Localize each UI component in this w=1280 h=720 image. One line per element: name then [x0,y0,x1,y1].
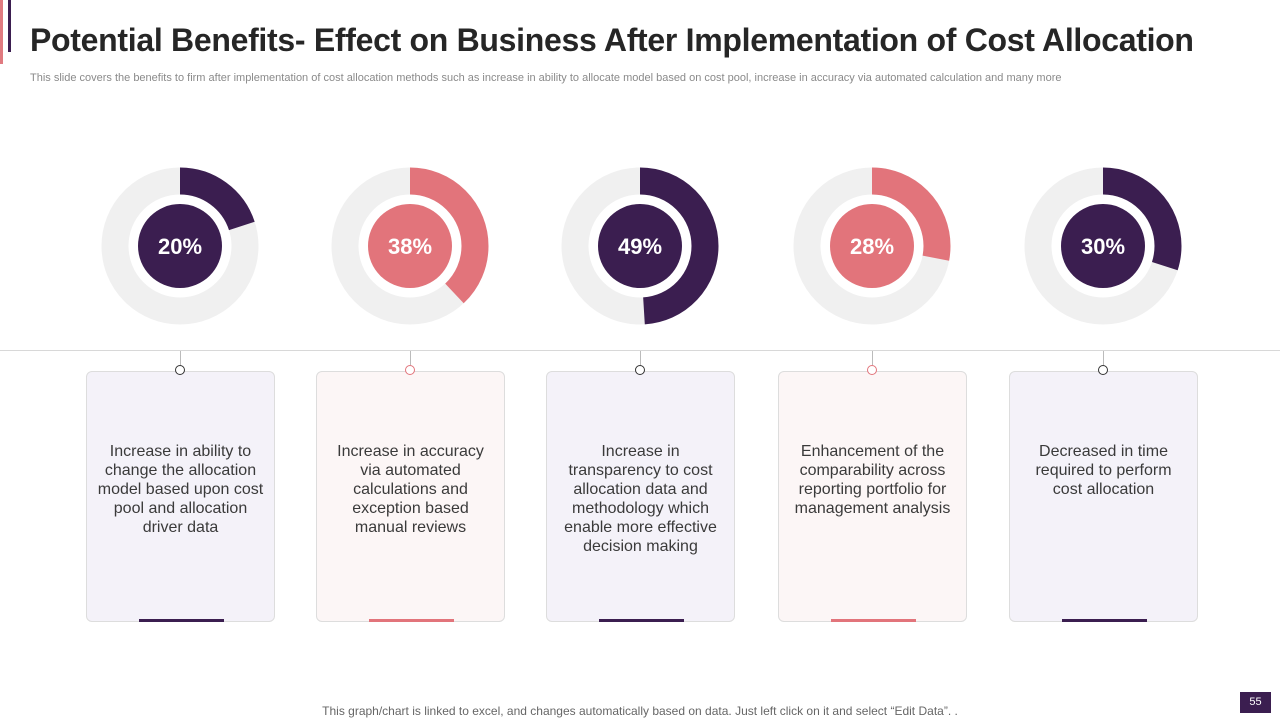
donut-value-arc [331,167,489,325]
card-accent-bar [139,619,224,622]
connector-dot [1098,365,1108,375]
donut-center [1061,204,1145,288]
donut-value-arc [793,167,951,325]
donut-label: 20% [158,234,202,259]
donut-value-arc [1024,167,1182,325]
accent-bar-dark [8,0,11,52]
connector-dot [175,365,185,375]
connector-line [1103,351,1104,365]
donut-chart: 20% [101,167,259,325]
benefit-text: Increase in ability to change the alloca… [97,443,264,536]
page-subtitle: This slide covers the benefits to firm a… [30,72,1062,84]
card-accent-bar [1062,619,1147,622]
benefit-card: Decreased in time required to perform co… [1009,371,1198,622]
page-number: 55 [1240,692,1271,713]
connector-line [180,351,181,365]
benefit-text: Increase in transparency to cost allocat… [564,443,717,555]
donut-center [830,204,914,288]
card-accent-bar [599,619,684,622]
card-accent-bar [369,619,454,622]
connector-line [640,351,641,365]
connector-line [410,351,411,365]
connector-dot [635,365,645,375]
benefit-card: Enhancement of the comparability across … [778,371,967,622]
donut-center [138,204,222,288]
benefit-text: Increase in accuracy via automated calcu… [337,443,484,536]
donut-chart: 28% [793,167,951,325]
donut-value-arc [561,167,719,325]
accent-bar-pink [0,0,3,64]
card-accent-bar [831,619,916,622]
connector-dot [867,365,877,375]
donut-label: 38% [388,234,432,259]
donut-label: 28% [850,234,894,259]
divider-line [0,350,1280,351]
page-title: Potential Benefits- Effect on Business A… [30,22,1194,58]
connector-line [872,351,873,365]
donut-chart: 38% [331,167,489,325]
connector-dot [405,365,415,375]
donut-chart: 30% [1024,167,1182,325]
benefit-card: Increase in accuracy via automated calcu… [316,371,505,622]
donut-center [368,204,452,288]
donut-label: 30% [1081,234,1125,259]
donut-label: 49% [618,234,662,259]
benefit-card: Increase in transparency to cost allocat… [546,371,735,622]
benefit-text: Decreased in time required to perform co… [1035,443,1172,498]
benefit-text: Enhancement of the comparability across … [794,443,951,517]
benefit-card: Increase in ability to change the alloca… [86,371,275,622]
donut-value-arc [101,167,259,325]
footer-note: This graph/chart is linked to excel, and… [322,704,958,718]
donut-chart: 49% [561,167,719,325]
donut-center [598,204,682,288]
